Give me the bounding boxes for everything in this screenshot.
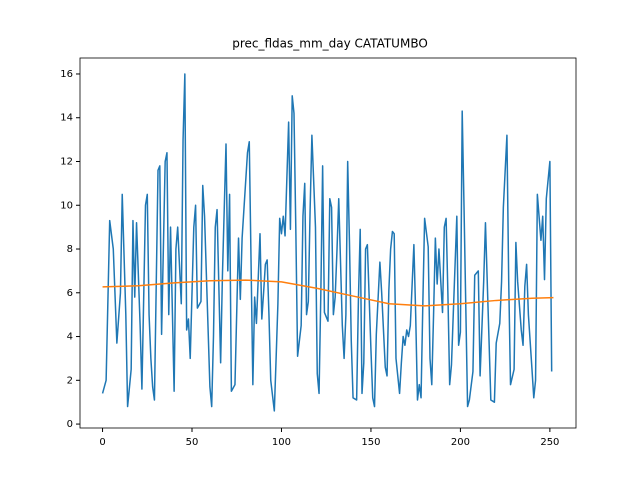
y-tick-label: 12 bbox=[60, 156, 73, 167]
y-tick-label: 0 bbox=[67, 419, 73, 430]
x-tick-label: 250 bbox=[540, 437, 559, 448]
x-tick-label: 200 bbox=[451, 437, 470, 448]
y-tick-label: 8 bbox=[67, 244, 73, 255]
x-tick-label: 150 bbox=[361, 437, 380, 448]
y-tick-label: 16 bbox=[60, 69, 73, 80]
data-line bbox=[101, 73, 553, 412]
plot-frame bbox=[79, 57, 577, 429]
y-tick-label: 14 bbox=[60, 113, 73, 124]
x-tick-label: 100 bbox=[272, 437, 291, 448]
x-tick-label: 50 bbox=[186, 437, 199, 448]
y-tick-label: 4 bbox=[67, 332, 73, 343]
y-tick-label: 10 bbox=[60, 200, 73, 211]
chart-title: prec_fldas_mm_day CATATUMBO bbox=[232, 37, 428, 51]
y-tick-label: 2 bbox=[67, 375, 73, 386]
x-tick-label: 0 bbox=[99, 437, 105, 448]
data-line bbox=[102, 279, 554, 307]
y-tick-label: 6 bbox=[67, 288, 73, 299]
